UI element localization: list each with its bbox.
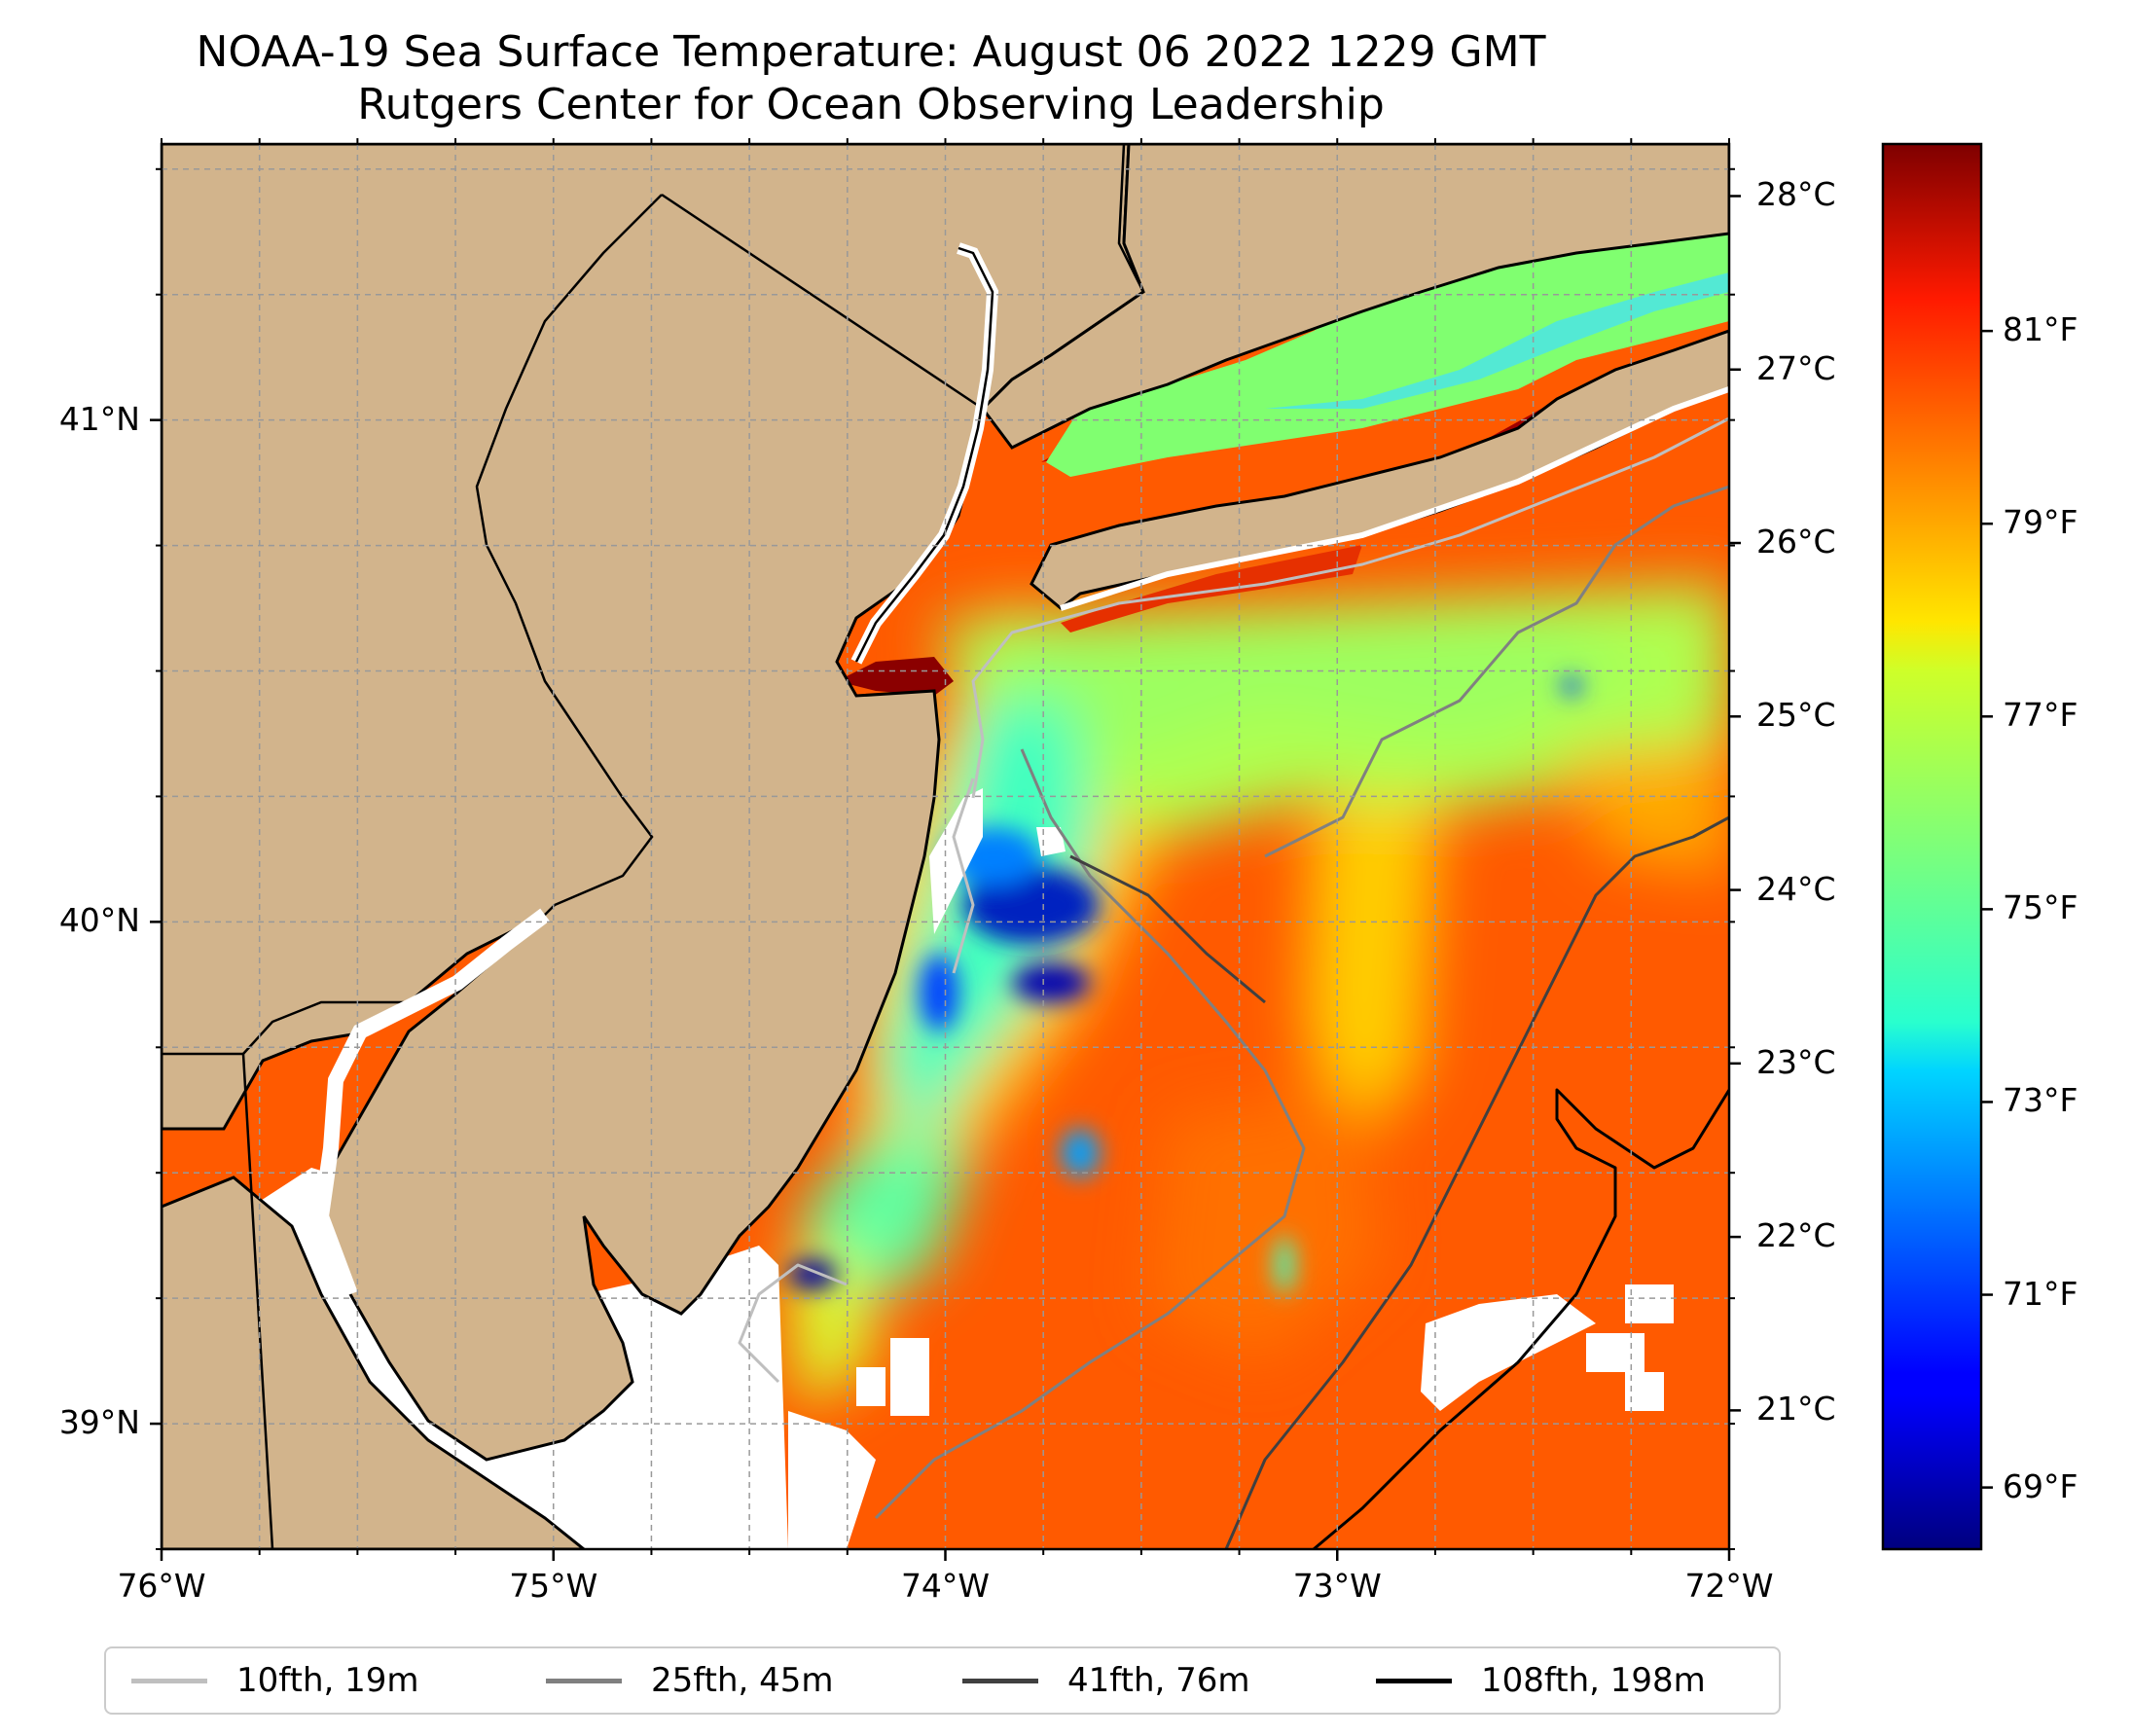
legend-swatch bbox=[131, 1678, 207, 1683]
celsius-tick-label: 22°C bbox=[1756, 1216, 1836, 1255]
legend-swatch bbox=[962, 1678, 1038, 1683]
axis-ticks bbox=[150, 138, 1735, 1561]
fahrenheit-tick-label: 81°F bbox=[2003, 310, 2078, 349]
map-gridlines bbox=[162, 144, 1729, 1549]
fahrenheit-tick-label: 73°F bbox=[2003, 1081, 2078, 1120]
fahrenheit-tick-label: 71°F bbox=[2003, 1274, 2078, 1313]
legend-label: 25fth, 45m bbox=[651, 1661, 834, 1700]
celsius-tick-label: 21°C bbox=[1756, 1390, 1836, 1429]
legend-label: 108fth, 198m bbox=[1481, 1661, 1706, 1700]
legend-item-76m: 41fth, 76m bbox=[962, 1648, 1250, 1713]
fahrenheit-tick-label: 77°F bbox=[2003, 696, 2078, 735]
fahrenheit-tick-label: 75°F bbox=[2003, 888, 2078, 927]
lat-tick-label: 41°N bbox=[58, 399, 140, 438]
legend-swatch bbox=[1376, 1678, 1452, 1683]
map-title: NOAA-19 Sea Surface Temperature: August … bbox=[196, 27, 1546, 77]
sound-cool-band bbox=[1265, 272, 1729, 409]
legend-item-45m: 25fth, 45m bbox=[546, 1648, 834, 1713]
contour-19m bbox=[971, 416, 1729, 799]
contour-45m bbox=[874, 748, 1306, 1520]
celsius-tick-label: 24°C bbox=[1756, 869, 1836, 908]
lat-tick-label: 40°N bbox=[58, 901, 140, 940]
celsius-tick-label: 26°C bbox=[1756, 523, 1836, 561]
celsius-tick-label: 25°C bbox=[1756, 696, 1836, 735]
colorbar-ticks bbox=[1729, 195, 1993, 1489]
lon-tick-label: 73°W bbox=[1292, 1567, 1382, 1605]
legend-label: 41fth, 76m bbox=[1067, 1661, 1250, 1700]
fahrenheit-tick-label: 69°F bbox=[2003, 1466, 2078, 1505]
contour-76m bbox=[1069, 854, 1266, 1004]
map-layers bbox=[162, 144, 1729, 1549]
map-subtitle: Rutgers Center for Ocean Observing Leade… bbox=[357, 80, 1385, 129]
legend-swatch bbox=[546, 1678, 622, 1683]
contour-198m bbox=[1313, 1088, 1729, 1549]
lon-tick-label: 72°W bbox=[1684, 1567, 1774, 1605]
depth-legend: 10fth, 19m 25fth, 45m 41fth, 76m 108fth,… bbox=[104, 1646, 1781, 1715]
lat-tick-label: 39°N bbox=[58, 1403, 140, 1442]
legend-label: 10fth, 19m bbox=[236, 1661, 419, 1700]
delaware-river bbox=[312, 908, 550, 1297]
celsius-tick-label: 27°C bbox=[1756, 348, 1836, 387]
celsius-tick-label: 28°C bbox=[1756, 175, 1836, 214]
lon-tick-label: 76°W bbox=[117, 1567, 206, 1605]
colorbar bbox=[1881, 142, 1983, 1551]
legend-item-19m: 10fth, 19m bbox=[131, 1648, 419, 1713]
bathymetry-contours bbox=[738, 416, 1729, 1549]
legend-item-198m: 108fth, 198m bbox=[1376, 1648, 1706, 1713]
celsius-tick-label: 23°C bbox=[1756, 1042, 1836, 1081]
fahrenheit-tick-label: 79°F bbox=[2003, 503, 2078, 542]
state-borders bbox=[162, 144, 1145, 1549]
lon-tick-label: 74°W bbox=[900, 1567, 991, 1605]
lon-tick-label: 75°W bbox=[509, 1567, 598, 1605]
